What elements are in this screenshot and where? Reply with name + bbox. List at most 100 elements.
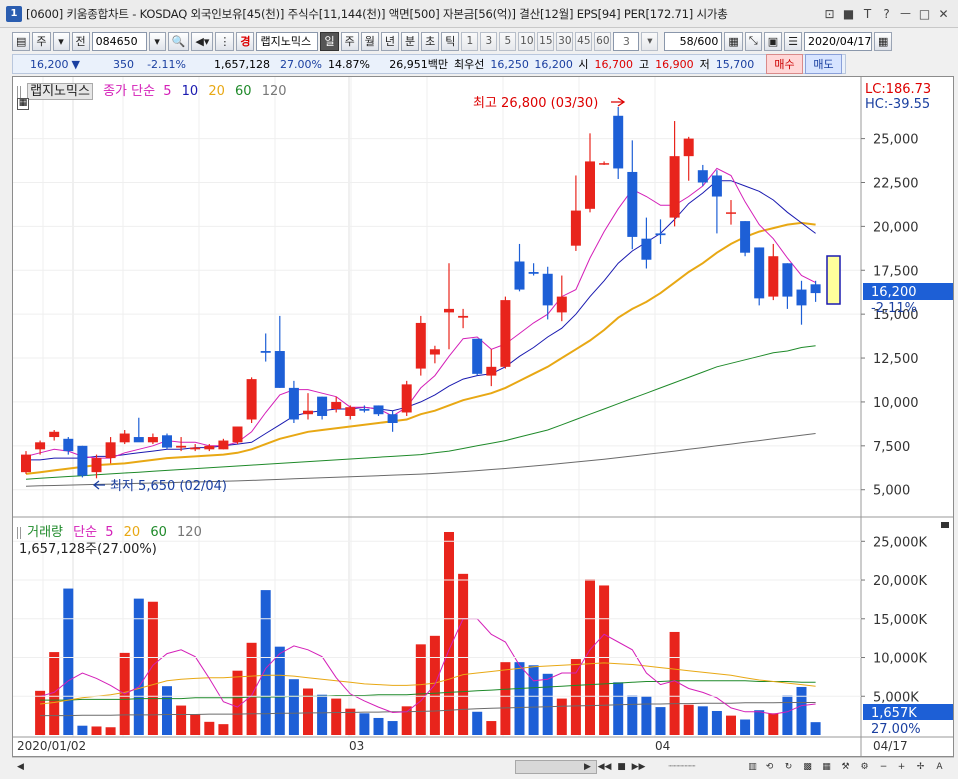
candle [754, 247, 765, 306]
scroll-left-icon[interactable]: ◀ [17, 761, 24, 772]
volume-bars [35, 532, 821, 735]
vol-legend-ma5[interactable]: 5 [105, 525, 114, 540]
calendar-icon[interactable]: ▦ [874, 31, 893, 51]
close-icon[interactable]: ✕ [938, 6, 949, 21]
stock-code-input[interactable]: 084650 [91, 31, 147, 51]
minute-1[interactable]: 1 [461, 31, 479, 51]
data-count-input[interactable]: 58/600 [664, 31, 723, 51]
more-icon[interactable]: ⋮ [215, 31, 235, 51]
period-minute[interactable]: 분 [400, 31, 420, 51]
legend-ma5[interactable]: 5 [163, 84, 172, 99]
stock-chart[interactable]: 25,000 22,500 20,000 17,500 15,000 12,500 10,0… [13, 77, 953, 756]
table-icon[interactable]: ▦ [17, 98, 29, 110]
rewind-icon[interactable]: ◀◀ [597, 761, 612, 772]
period-day[interactable]: 일 [320, 31, 339, 51]
minute-30[interactable]: 30 [556, 31, 574, 51]
minute-5[interactable]: 5 [499, 31, 517, 51]
minute-3[interactable]: 3 [480, 31, 498, 51]
type-select[interactable]: 주 [32, 31, 51, 51]
chart-scrollbar[interactable]: ◀ ▶ ◀◀ ■ ▶▶ ┈┈┈┈┈ ▥ ⟲ ↻ ▩ ▦ ⚒ ⚙ − + ✢ A [12, 757, 954, 775]
chart-type-icon[interactable]: ▩ [803, 761, 812, 772]
candle [345, 405, 356, 420]
count-select[interactable]: 3 [613, 31, 640, 51]
minute-15[interactable]: 15 [537, 31, 555, 51]
xaxis-label-april: 04 [655, 739, 670, 753]
candle [585, 133, 595, 213]
candle [303, 393, 313, 420]
maximize-icon[interactable]: □ [918, 6, 931, 21]
period-year[interactable]: 년 [380, 31, 399, 51]
grid-tool-icon[interactable]: ▦ [724, 31, 743, 51]
period-second[interactable]: 초 [421, 31, 440, 51]
code-dropdown-icon[interactable]: ▾ [148, 31, 166, 51]
period-month[interactable]: 월 [360, 31, 379, 51]
date-input[interactable]: 2020/04/17 [804, 31, 873, 51]
period-week[interactable]: 주 [340, 31, 359, 51]
price-change: 350 [113, 57, 134, 71]
last-volume-tag-text: 1,657K [871, 706, 917, 721]
type-dropdown-icon[interactable]: ▾ [52, 31, 70, 51]
prev-button[interactable]: 전 [71, 31, 90, 51]
vol-legend-ma60[interactable]: 60 [150, 525, 167, 540]
candle-body [429, 349, 440, 355]
legend-ma20[interactable]: 20 [208, 84, 225, 99]
expand-icon[interactable]: ✢ [916, 761, 925, 772]
legend-ma60[interactable]: 60 [235, 84, 252, 99]
scroll-right-icon[interactable]: ▶ [584, 761, 591, 772]
chart-frame[interactable]: 25,000 22,500 20,000 17,500 15,000 12,500 10,0… [12, 76, 954, 757]
vol-legend-ma[interactable]: 단순 [73, 525, 98, 540]
help-icon[interactable]: ? [883, 6, 890, 21]
candle-body [740, 221, 751, 253]
candle-body [754, 247, 765, 299]
minimize-icon[interactable]: ㅡ [899, 7, 912, 21]
color-icon[interactable]: ■ [842, 6, 855, 21]
minute-10[interactable]: 10 [518, 31, 536, 51]
low-arrow-icon [92, 480, 105, 490]
sell-button[interactable]: 매도 [805, 54, 842, 74]
forward-icon[interactable]: ▶▶ [631, 761, 646, 772]
zoom-slider[interactable]: ┈┈┈┈┈ [668, 761, 696, 772]
chart-menu-icon[interactable]: ▤ [12, 31, 31, 51]
scroll-thumb[interactable] [515, 760, 597, 774]
link-chart-icon[interactable]: ⟲ [765, 761, 774, 772]
volume-bar [429, 635, 440, 735]
legend-ma10[interactable]: 10 [181, 84, 199, 99]
candle-body [260, 351, 271, 353]
chart-mode-icon[interactable]: ▥ [748, 761, 757, 772]
period-tick[interactable]: 틱 [441, 31, 460, 51]
minute-45[interactable]: 45 [575, 31, 593, 51]
high-annotation: 최고 26,800 (03/30) [473, 96, 598, 111]
legend-main[interactable]: 종가 단순 [103, 84, 156, 99]
draw-tool-icon[interactable]: ⤡ [744, 31, 762, 51]
panel-close-icon[interactable] [941, 522, 949, 528]
refresh-icon[interactable]: ↻ [784, 761, 793, 772]
tools-icon[interactable]: ⚒ [841, 761, 850, 772]
zoom-out-icon[interactable]: − [879, 761, 888, 772]
speaker-icon[interactable]: ◀▾ [191, 31, 214, 51]
vol-legend-ma120[interactable]: 120 [177, 525, 202, 540]
volume-bar [387, 721, 398, 735]
stock-tab[interactable]: 랩지노믹스 [27, 83, 93, 100]
count-dropdown-icon[interactable]: ▾ [641, 31, 659, 51]
open-label: 시 [578, 58, 589, 71]
candle [613, 107, 624, 179]
stack-icon[interactable]: ☰ [784, 31, 803, 51]
grid-toggle-icon[interactable]: ▦ [822, 761, 831, 772]
stop-icon[interactable]: ■ [617, 761, 626, 772]
font-icon[interactable]: T [863, 6, 872, 21]
save-icon[interactable]: ▣ [763, 31, 783, 51]
settings-icon[interactable]: ⚙ [860, 761, 869, 772]
buy-button[interactable]: 매수 [766, 54, 803, 74]
vol-legend-main[interactable]: 거래량 [27, 525, 64, 540]
legend-ma120[interactable]: 120 [261, 84, 287, 99]
next-candle-placeholder[interactable] [826, 255, 841, 305]
link-icon[interactable]: ⊡ [824, 6, 835, 21]
candle-body [641, 238, 652, 260]
candle [246, 377, 257, 423]
vol-legend-ma20[interactable]: 20 [123, 525, 141, 540]
text-tool-icon[interactable]: A [936, 761, 943, 772]
search-icon[interactable]: 🔍 [167, 31, 190, 51]
minute-60[interactable]: 60 [594, 31, 612, 51]
candle-body [63, 438, 74, 452]
zoom-in-icon[interactable]: + [897, 761, 906, 772]
